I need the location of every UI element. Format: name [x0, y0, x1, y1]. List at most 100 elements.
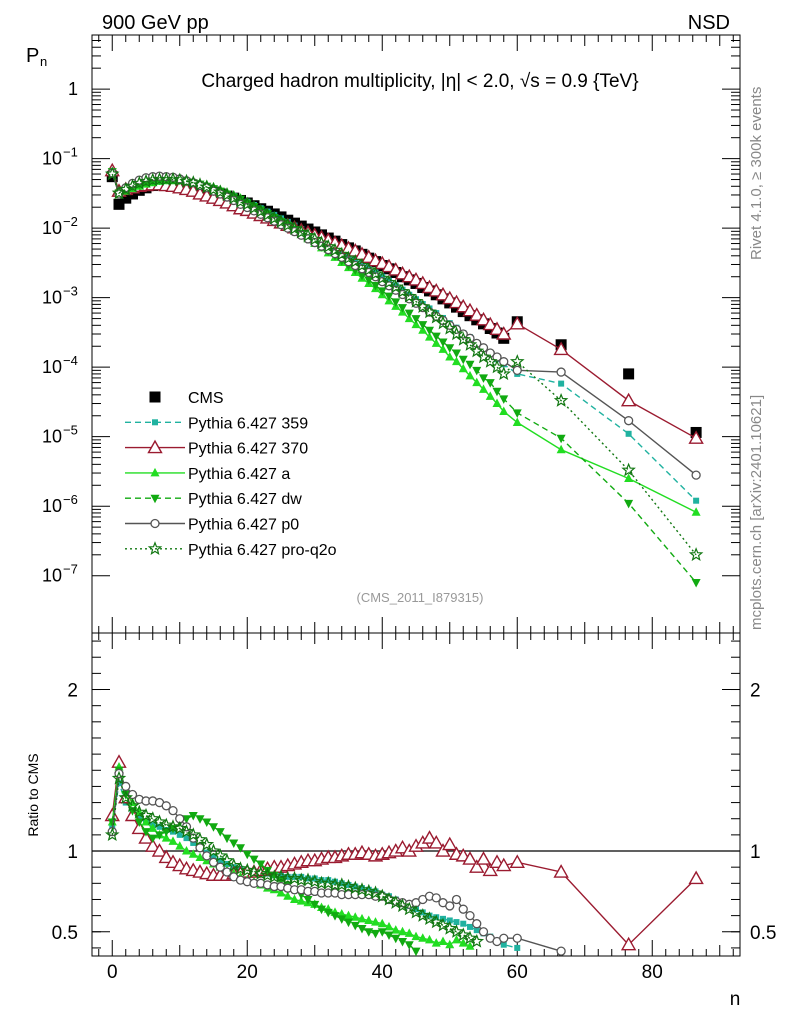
- data-point: [377, 928, 387, 937]
- data-point: [558, 380, 565, 387]
- data-point: [496, 857, 512, 872]
- main-y-axis-title: P: [26, 45, 39, 67]
- main-y-tick-exponent: −2: [63, 214, 78, 229]
- data-point: [556, 946, 566, 956]
- data-point: [485, 379, 495, 388]
- main-y-tick-exponent: −4: [63, 353, 78, 368]
- data-point: [431, 332, 441, 342]
- data-point: [392, 282, 399, 289]
- data-point: [455, 298, 471, 313]
- data-point: [229, 839, 239, 848]
- data-point: [469, 307, 485, 321]
- data-point: [147, 439, 163, 454]
- data-point: [425, 326, 434, 336]
- legend-item-pythia-6-427-p0: Pythia 6.427 p0: [125, 517, 299, 534]
- data-point: [350, 912, 360, 921]
- data-point: [111, 770, 127, 785]
- data-point: [445, 939, 455, 949]
- data-point: [413, 906, 419, 913]
- data-point: [415, 299, 431, 313]
- data-point: [391, 934, 401, 944]
- data-point: [161, 833, 171, 842]
- data-point: [462, 930, 478, 945]
- main-y-tick-exponent: −6: [63, 492, 78, 507]
- data-point: [381, 891, 397, 906]
- series-pythia-6-427-pro-q2o: [104, 770, 485, 948]
- data-point: [431, 338, 441, 347]
- data-point: [291, 873, 298, 880]
- x-tick-label: 0: [107, 962, 118, 983]
- data-point: [325, 877, 332, 884]
- data-point: [377, 918, 387, 928]
- data-point: [131, 804, 147, 819]
- data-point: [691, 470, 701, 480]
- data-point: [168, 806, 178, 816]
- data-point: [365, 886, 372, 893]
- data-point: [553, 341, 569, 356]
- mcplots-label: mcplots.cern.ch [arXiv:2401.10621]: [748, 395, 765, 630]
- data-point: [496, 326, 512, 340]
- data-point: [472, 377, 482, 387]
- data-point: [688, 547, 704, 562]
- data-point: [148, 834, 158, 844]
- data-point: [222, 867, 232, 877]
- data-point: [141, 816, 151, 826]
- data-point: [156, 823, 163, 830]
- data-point: [149, 391, 161, 403]
- data-point: [327, 242, 343, 257]
- data-point: [475, 311, 492, 326]
- data-point: [253, 865, 269, 880]
- data-point: [199, 179, 215, 194]
- data-point: [364, 915, 374, 924]
- data-point: [190, 839, 197, 846]
- data-point: [478, 927, 489, 937]
- process-label: NSD: [688, 12, 730, 34]
- data-point: [499, 357, 509, 367]
- data-point: [512, 417, 522, 426]
- data-point: [422, 304, 437, 319]
- ratio-y-tick-label: 2: [67, 681, 78, 702]
- data-point: [469, 859, 485, 873]
- data-point: [208, 857, 219, 867]
- data-point: [509, 315, 525, 330]
- legend: CMS Pythia 6.427 359 Pythia 6.427 370 Pythi…: [125, 390, 337, 559]
- data-point: [320, 239, 336, 253]
- data-point: [293, 224, 309, 239]
- main-y-tick-exponent: −7: [63, 562, 78, 577]
- legend-label: Pythia 6.427 a: [188, 466, 290, 483]
- ratio-y-tick-label-right: 1: [750, 842, 761, 863]
- data-point: [411, 931, 421, 941]
- data-point: [377, 287, 387, 296]
- data-point: [479, 374, 488, 383]
- data-point: [620, 392, 637, 407]
- energy-label: 900 GeV pp: [102, 12, 209, 34]
- data-point: [431, 938, 441, 947]
- data-point: [442, 290, 458, 305]
- data-point: [347, 880, 363, 895]
- data-point: [421, 830, 438, 844]
- data-point: [512, 933, 522, 943]
- data-point: [145, 811, 161, 825]
- data-point: [388, 262, 404, 276]
- x-tick-label: 60: [507, 962, 528, 983]
- data-point: [384, 931, 394, 941]
- legend-item-pythia-6-427-359: Pythia 6.427 359: [125, 415, 308, 432]
- data-point: [499, 406, 509, 416]
- data-point: [499, 395, 509, 404]
- chart-title: Charged hadron multiplicity, |η| < 2.0, …: [201, 71, 638, 92]
- data-point: [206, 181, 221, 196]
- x-tick-label: 40: [372, 962, 393, 983]
- main-y-tick-exponent: −1: [63, 145, 78, 160]
- data-point: [172, 820, 188, 835]
- data-point: [422, 911, 437, 926]
- data-point: [344, 910, 353, 920]
- data-point: [458, 355, 468, 365]
- data-point: [556, 434, 566, 444]
- legend-label: Pythia 6.427 pro-q2o: [188, 542, 337, 559]
- legend-item-pythia-6-427-pro-q2o: Pythia 6.427 pro-q2o: [125, 541, 337, 559]
- data-point: [556, 444, 566, 454]
- legend-label: Pythia 6.427 dw: [188, 491, 302, 508]
- data-point: [226, 857, 242, 872]
- data-point: [345, 881, 352, 888]
- data-point: [458, 938, 468, 947]
